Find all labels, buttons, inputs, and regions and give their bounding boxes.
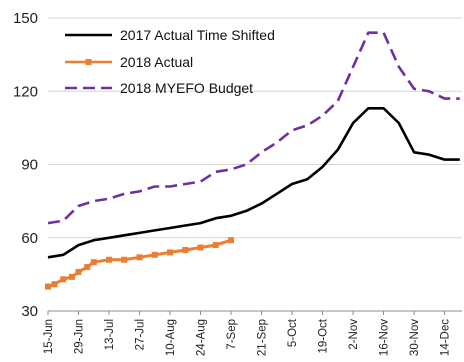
legend-label: 2018 Actual [120, 54, 193, 70]
data-point [60, 276, 67, 283]
y-tick-label: 120 [13, 83, 38, 100]
legend-marker [85, 59, 92, 65]
x-tick-label: 7-Sep [226, 319, 238, 350]
data-point [121, 256, 128, 263]
data-point [136, 254, 143, 261]
data-point [167, 249, 174, 256]
x-tick-label: 24-Aug [196, 319, 208, 356]
data-point [51, 281, 58, 288]
x-tick-label: 14-Dec [440, 319, 452, 356]
legend-label: 2018 MYEFO Budget [120, 80, 253, 96]
x-tick-label: 16-Nov [379, 319, 391, 356]
x-tick-label: 29-Jun [74, 319, 86, 354]
data-point [197, 244, 204, 251]
legend-label: 2017 Actual Time Shifted [120, 27, 275, 43]
y-tick-label: 150 [13, 10, 38, 27]
data-point [212, 242, 219, 249]
data-point [182, 246, 189, 253]
data-point [151, 251, 158, 258]
data-point [106, 256, 113, 263]
x-tick-label: 2-Nov [348, 319, 360, 350]
x-tick-label: 19-Oct [318, 318, 330, 353]
data-point [68, 273, 75, 280]
y-tick-label: 90 [21, 157, 38, 174]
x-tick-label: 5-Oct [287, 318, 299, 347]
data-point [45, 283, 51, 290]
x-tick-label: 15-Jun [43, 319, 55, 354]
series-line-1 [47, 238, 232, 289]
x-tick-label: 30-Nov [409, 319, 421, 356]
x-tick-label: 21-Sep [257, 319, 269, 356]
series-line-2 [47, 31, 460, 225]
data-point [84, 264, 91, 271]
data-point [90, 259, 97, 266]
y-tick-label: 60 [21, 230, 38, 247]
x-tick-label: 10-Aug [165, 319, 177, 356]
x-tick-label: 13-Jul [104, 319, 116, 350]
series-line-0 [47, 107, 460, 259]
x-tick-label: 27-Jul [135, 319, 147, 350]
data-point [228, 237, 235, 244]
data-point [75, 268, 82, 275]
y-tick-label: 30 [21, 303, 38, 320]
